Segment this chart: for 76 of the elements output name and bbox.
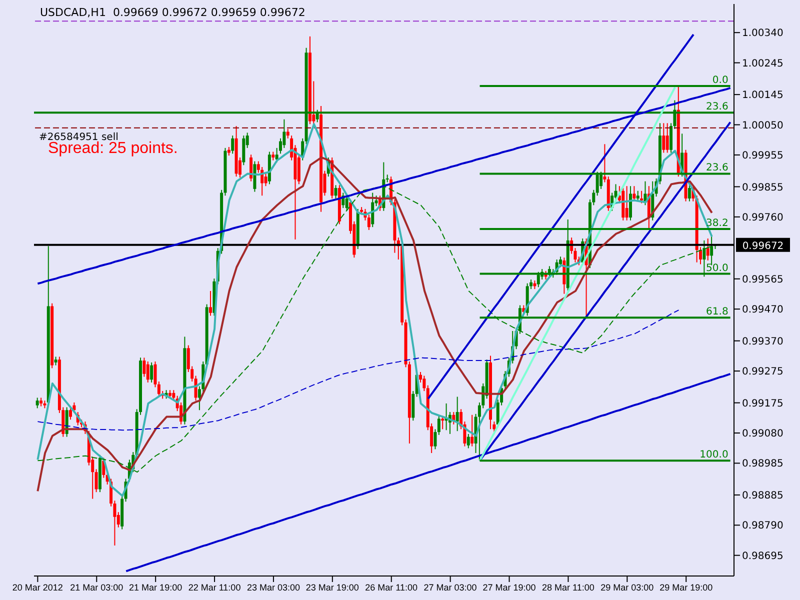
y-tick-label: 0.99370 <box>742 336 784 348</box>
line-series <box>478 86 676 462</box>
annotation: 23.6 <box>706 162 728 174</box>
x-tick-label: 23 Mar 19:00 <box>306 582 359 592</box>
candlestick <box>666 122 669 154</box>
y-tick-label: 0.98885 <box>742 490 784 502</box>
candlestick <box>625 186 628 221</box>
y-tick-label: 1.00050 <box>742 120 784 132</box>
candlestick <box>231 135 234 154</box>
candlestick <box>688 184 691 202</box>
chart-title: USDCAD,H1 0.99669 0.99672 0.99659 0.99672 <box>40 6 306 19</box>
x-tick-label: 29 Mar 03:00 <box>600 582 654 592</box>
x-tick-label: 29 Mar 19:00 <box>660 582 713 592</box>
candlestick <box>456 396 459 432</box>
candlestick <box>157 381 160 398</box>
candlestick <box>412 390 415 422</box>
candlestick <box>150 362 154 383</box>
candlestick <box>242 135 246 166</box>
annotation: Spread: 25 points. <box>48 140 178 158</box>
annotation: 100.0 <box>700 450 728 461</box>
candlestick <box>94 468 98 493</box>
candlestick <box>706 238 710 261</box>
candlestick <box>345 195 348 212</box>
y-tick-label: 0.99080 <box>742 428 784 440</box>
y-tick-label: 0.98985 <box>742 458 784 470</box>
annotation: 61.8 <box>706 306 728 318</box>
candlestick <box>69 406 72 420</box>
candlestick <box>636 190 640 202</box>
x-tick-label: 20 Mar 2012 <box>12 582 63 592</box>
candlestick <box>286 128 290 139</box>
y-tick-label: 1.00145 <box>742 90 784 102</box>
annotation: 50.0 <box>706 262 728 274</box>
candlestick <box>603 144 606 183</box>
y-tick-label: 1.00245 <box>742 58 784 70</box>
y-tick-label: 0.99175 <box>742 398 784 410</box>
x-tick-label: 28 Mar 11:00 <box>542 582 594 592</box>
annotation: 23.6 <box>706 102 728 113</box>
candlestick <box>466 433 470 449</box>
candlestick <box>386 174 389 183</box>
x-tick-label: 23 Mar 03:00 <box>246 582 300 592</box>
candlestick <box>662 122 666 154</box>
candlestick <box>434 428 437 450</box>
x-tick-label: 26 Mar 11:00 <box>365 582 418 592</box>
y-tick-label: 0.98790 <box>742 520 784 532</box>
candlestick <box>470 414 474 447</box>
x-tick-label: 21 Mar 03:00 <box>70 582 124 592</box>
y-tick-label: 0.99565 <box>742 274 784 286</box>
candlestick <box>422 375 426 392</box>
y-tick-label: 0.99760 <box>742 212 784 224</box>
x-tick-label: 27 Mar 19:00 <box>482 582 536 592</box>
candlestick <box>437 415 440 436</box>
y-tick-label: 0.99855 <box>742 182 784 194</box>
candlestick <box>441 415 444 430</box>
x-tick-label: 22 Mar 11:00 <box>188 582 241 592</box>
candlestick <box>142 357 146 378</box>
y-tick-label: 0.99275 <box>742 366 784 378</box>
y-tick-label: 0.98695 <box>742 550 784 562</box>
candlestick <box>209 290 212 316</box>
candlestick <box>36 397 39 409</box>
candlestick <box>146 361 150 383</box>
candlestick <box>334 184 338 199</box>
annotation: 38.2 <box>706 218 728 229</box>
y-tick-label: 1.00340 <box>742 28 784 40</box>
y-tick-label: 0.99955 <box>742 150 784 162</box>
candlestick <box>640 190 644 204</box>
candlestick <box>629 186 632 221</box>
annotation: 0.0 <box>712 74 728 86</box>
ref-line-label: 0.99672 <box>742 240 784 252</box>
candlestick <box>367 214 370 230</box>
candlestick <box>632 186 636 202</box>
x-tick-label: 27 Mar 03:00 <box>424 582 477 592</box>
x-tick-label: 21 Mar 19:00 <box>129 582 182 592</box>
y-tick-label: 0.99470 <box>742 304 784 316</box>
candlestick <box>250 154 253 182</box>
candlestick <box>264 173 268 187</box>
candlestick <box>154 361 157 388</box>
